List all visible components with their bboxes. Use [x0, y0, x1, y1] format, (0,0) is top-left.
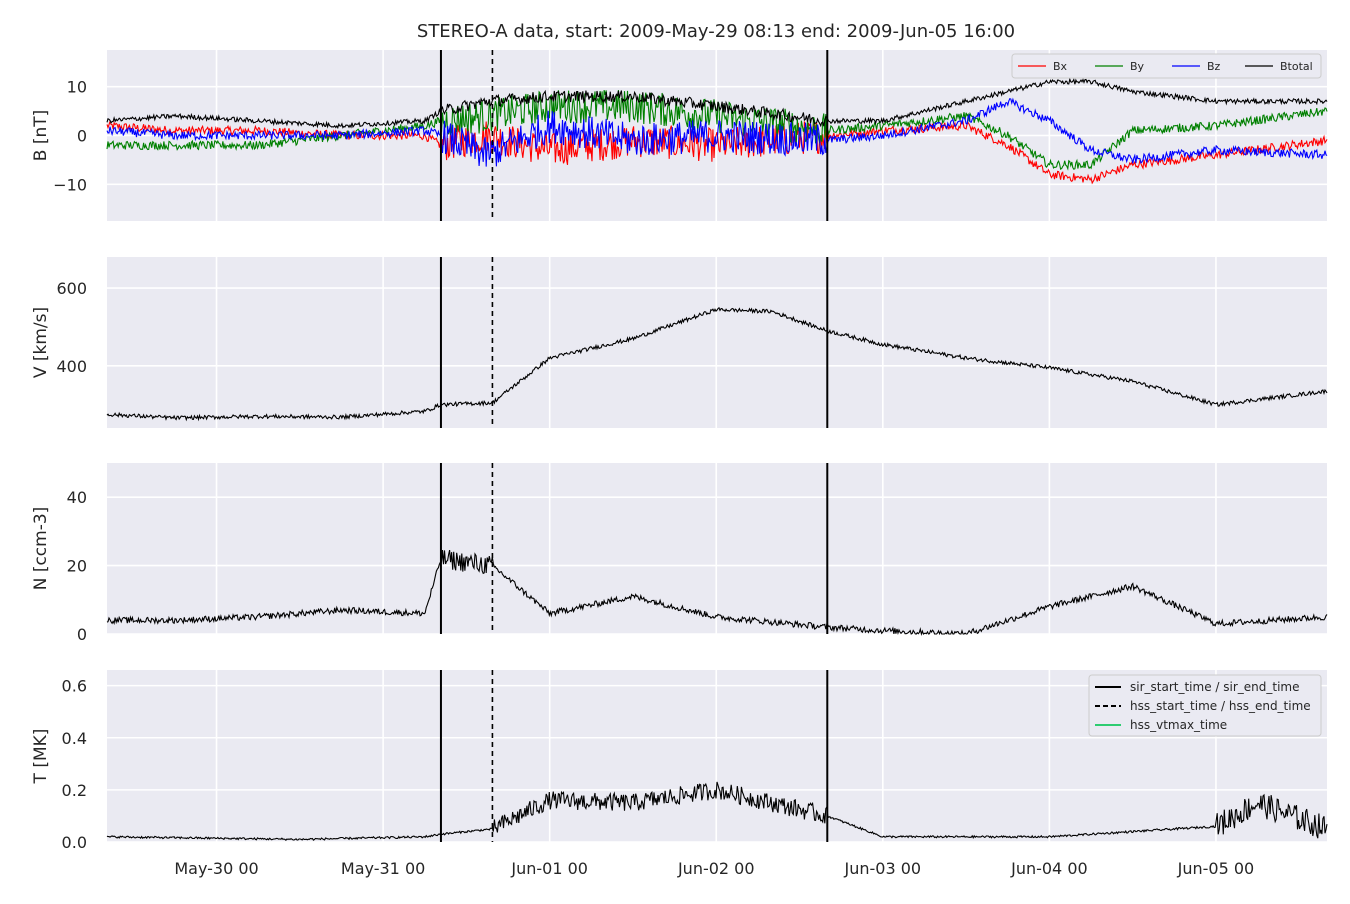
panel-2: 400 600 V [km/s]: [31, 257, 1328, 428]
chart-title: STEREO-A data, start: 2009-May-29 08:13 …: [417, 21, 1015, 42]
y-tick-label: 20: [67, 557, 87, 576]
x-tick-label: Jun-02 00: [677, 859, 755, 878]
y-axis-label: T [MK]: [31, 729, 51, 785]
y-tick-label: −10: [53, 175, 87, 194]
y-axis-label: N [ccm-3]: [31, 507, 51, 591]
y-axis-label: V [km/s]: [31, 307, 51, 378]
y-tick-label: 400: [56, 357, 87, 376]
legend-label: hss_start_time / hss_end_time: [1130, 699, 1311, 713]
legend-label: Bx: [1053, 60, 1068, 73]
legend-label: sir_start_time / sir_end_time: [1130, 680, 1300, 694]
y-tick-label: 0: [77, 625, 87, 644]
x-tick-label: Jun-05 00: [1177, 859, 1255, 878]
legend-label: Btotal: [1280, 60, 1313, 73]
legend-box: [1088, 674, 1322, 737]
y-tick-label: 0.4: [62, 729, 87, 748]
y-tick-label: 0: [77, 127, 87, 146]
panel-3: 0 20 40 N [ccm-3]: [31, 463, 1328, 644]
y-axis-label: B [nT]: [31, 110, 51, 162]
x-tick-label: May-31 00: [341, 859, 425, 878]
y-tick-label: 600: [56, 279, 87, 298]
events-legend: sir_start_time / sir_end_time hss_start_t…: [1088, 674, 1322, 737]
y-tick-label: 40: [67, 488, 87, 507]
x-tick-label: Jun-03 00: [844, 859, 922, 878]
y-tick-label: 0.2: [62, 781, 87, 800]
legend-label: Bz: [1207, 60, 1221, 73]
series-line-bz: [106, 97, 1328, 167]
legend-box: [1011, 53, 1322, 79]
series-line-btotal: [106, 77, 1328, 130]
b-legend: Bx By Bz Btotal: [1011, 53, 1322, 79]
legend-label: hss_vtmax_time: [1130, 718, 1227, 732]
y-tick-label: 0.0: [62, 833, 87, 852]
y-tick-label: 10: [67, 78, 87, 97]
x-tick-label: Jun-04 00: [1010, 859, 1088, 878]
series-line-value: [106, 781, 1328, 841]
legend-label: By: [1130, 60, 1145, 73]
series-line-value: [106, 549, 1328, 636]
series-line-value: [106, 306, 1328, 422]
x-tick-label: Jun-01 00: [510, 859, 588, 878]
series-line-by: [106, 89, 1328, 171]
x-tick-label: May-30 00: [174, 859, 258, 878]
series-line-bx: [106, 119, 1328, 185]
y-tick-label: 0.6: [62, 677, 87, 696]
